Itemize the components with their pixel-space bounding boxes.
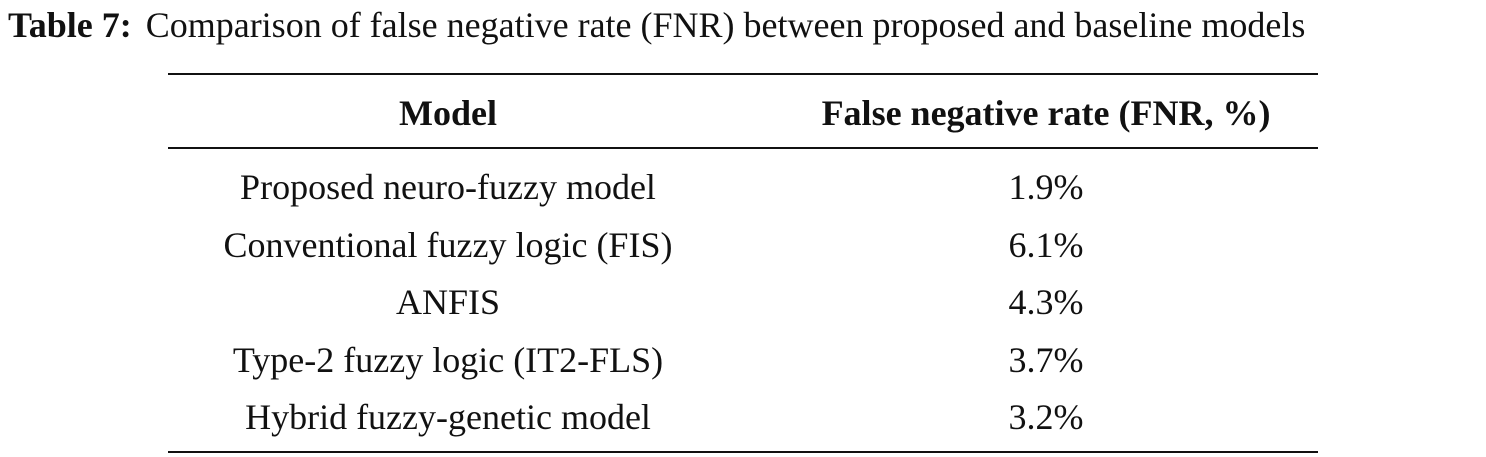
table-caption: Table 7: Comparison of false negative rat… — [8, 4, 1305, 46]
model-cell: Hybrid fuzzy-genetic model — [245, 397, 651, 437]
caption-label: Table 7: — [8, 5, 132, 45]
caption-text: Comparison of false negative rate (FNR) … — [145, 5, 1306, 45]
model-cell: Type-2 fuzzy logic (IT2-FLS) — [232, 339, 664, 380]
fnr-cell: 4.3% — [1008, 282, 1084, 322]
model-cell: Proposed neuro-fuzzy model — [240, 167, 656, 207]
bottom-rule — [168, 451, 1318, 453]
fnr-cell: 3.2% — [1008, 397, 1084, 437]
fnr-cell: 3.7% — [1008, 339, 1084, 380]
header-cell: Model — [399, 93, 497, 133]
model-cell: ANFIS — [395, 282, 501, 322]
top-rule — [168, 73, 1318, 75]
header-rule — [168, 147, 1318, 149]
model-cell: Conventional fuzzy logic (FIS) — [223, 224, 673, 265]
header-cell: False negative rate (FNR, %) — [821, 93, 1271, 133]
fnr-cell: 6.1% — [1008, 224, 1084, 265]
fnr-cell: 1.9% — [1008, 167, 1084, 207]
